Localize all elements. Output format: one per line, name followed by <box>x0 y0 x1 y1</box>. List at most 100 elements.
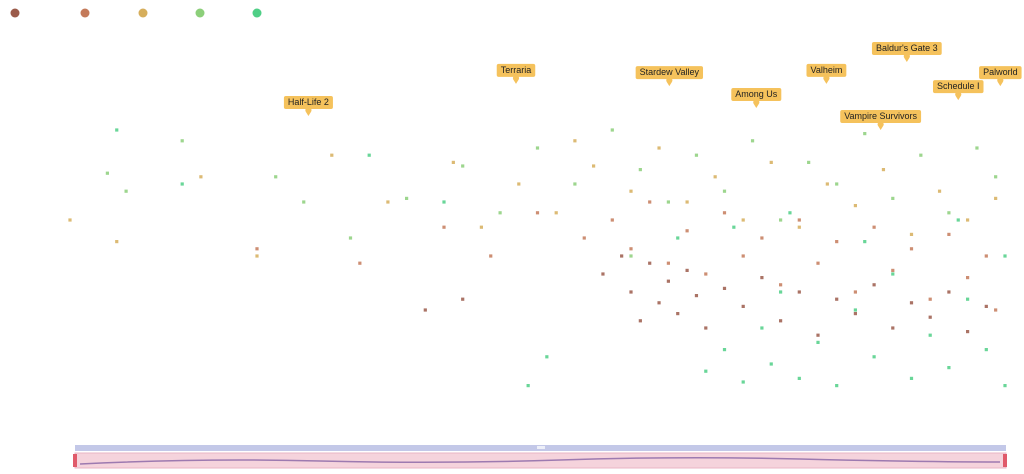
point <box>255 247 259 251</box>
point <box>666 279 670 283</box>
point <box>853 308 857 312</box>
point <box>797 290 801 294</box>
annotation-pin <box>955 91 962 101</box>
annotation-pin <box>823 75 830 84</box>
point <box>1003 254 1007 258</box>
point <box>105 171 109 175</box>
point <box>610 128 614 132</box>
point <box>909 232 914 236</box>
annotation: Terraria <box>496 63 536 84</box>
annotation-label: Schedule I <box>937 81 980 91</box>
point <box>685 229 689 233</box>
point <box>657 146 661 150</box>
point <box>330 153 334 157</box>
annotation-label: Terraria <box>501 65 532 75</box>
point <box>891 272 895 276</box>
point <box>807 160 811 164</box>
point <box>1003 384 1007 388</box>
legend-marker[interactable] <box>138 8 148 18</box>
points <box>68 128 1007 388</box>
point <box>517 182 521 186</box>
point <box>694 294 699 298</box>
point <box>966 218 970 222</box>
legend-marker[interactable] <box>80 8 90 18</box>
point <box>769 160 773 164</box>
point <box>115 128 119 132</box>
zoom-grip[interactable] <box>537 446 545 449</box>
point <box>405 196 409 200</box>
annotation: Half-Life 2 <box>283 95 333 116</box>
point <box>909 376 914 380</box>
legend <box>10 8 262 18</box>
annotation-pin <box>666 77 673 87</box>
point <box>891 268 895 272</box>
point <box>620 254 624 258</box>
point <box>610 218 614 222</box>
point <box>928 333 932 337</box>
point <box>115 240 119 244</box>
point <box>573 139 577 143</box>
point <box>928 315 932 319</box>
point <box>423 308 427 312</box>
point <box>461 297 465 301</box>
point <box>629 254 633 258</box>
point <box>442 225 446 229</box>
zoom-handle[interactable] <box>73 454 77 467</box>
point <box>779 218 783 222</box>
point <box>657 301 661 305</box>
point <box>956 218 960 222</box>
point <box>722 348 727 352</box>
point <box>638 319 642 323</box>
point <box>741 380 745 384</box>
point <box>975 146 979 150</box>
point <box>741 304 745 308</box>
point <box>750 139 755 143</box>
point <box>863 240 867 244</box>
legend-marker[interactable] <box>252 8 262 18</box>
point <box>760 236 764 240</box>
point <box>676 312 680 316</box>
point <box>835 297 839 301</box>
point <box>947 290 951 294</box>
point <box>68 218 72 222</box>
point <box>947 211 951 215</box>
point <box>180 182 184 186</box>
data-zoom <box>73 445 1007 469</box>
annotation-label: Vampire Survivors <box>844 111 917 121</box>
point <box>919 153 923 157</box>
zoom-preview <box>79 456 1001 465</box>
point <box>498 211 502 215</box>
point <box>853 312 857 316</box>
zoom-handle[interactable] <box>1003 454 1007 467</box>
point <box>741 218 745 222</box>
point <box>629 290 633 294</box>
point <box>489 254 493 258</box>
legend-marker[interactable] <box>10 8 20 18</box>
point <box>722 189 727 193</box>
point <box>199 175 203 179</box>
point <box>535 211 540 215</box>
annotation: Palworld <box>979 66 1022 87</box>
point <box>666 261 670 265</box>
annotation-box <box>840 110 922 123</box>
point <box>442 200 446 204</box>
point <box>124 189 128 193</box>
point <box>255 254 259 258</box>
annotation-pin <box>877 121 884 130</box>
point <box>722 286 727 290</box>
point <box>461 164 465 168</box>
point <box>881 168 886 172</box>
legend-marker[interactable] <box>195 8 205 18</box>
point <box>451 160 455 164</box>
point <box>638 168 642 172</box>
annotation-box <box>635 66 704 80</box>
point <box>713 175 717 179</box>
point <box>909 247 914 251</box>
annotation: Valheim <box>806 63 847 84</box>
point <box>601 272 605 276</box>
annotation-box <box>731 88 782 102</box>
point <box>872 355 876 359</box>
point <box>648 261 652 265</box>
point <box>797 376 801 380</box>
point <box>704 369 708 373</box>
